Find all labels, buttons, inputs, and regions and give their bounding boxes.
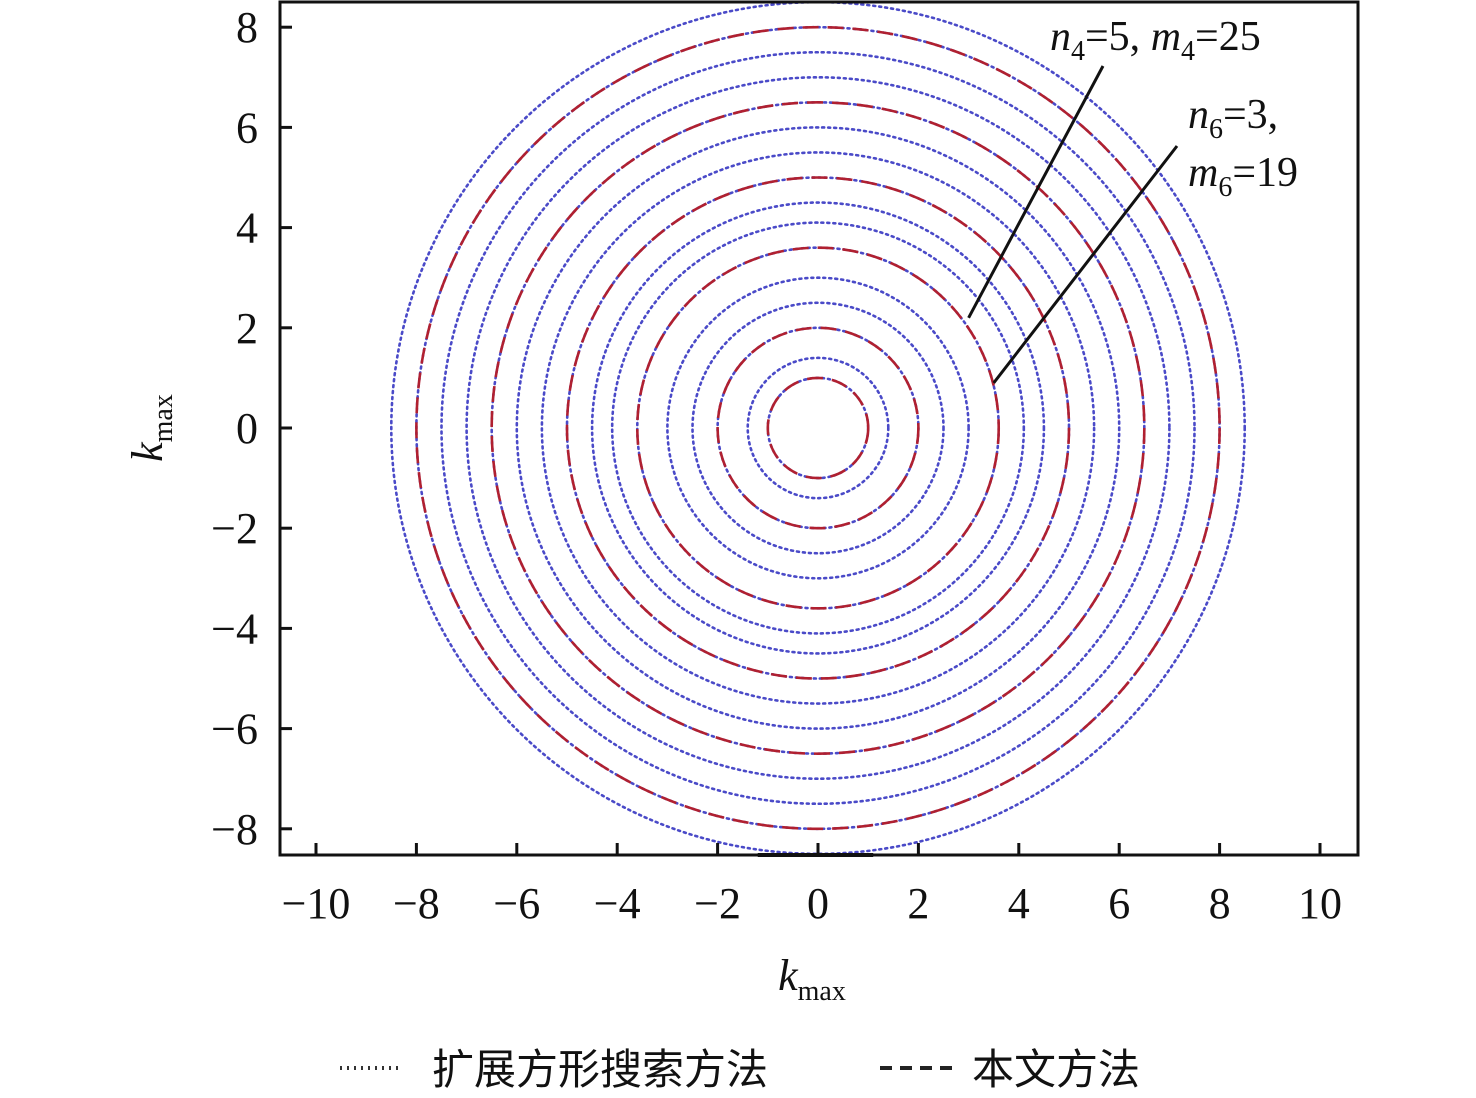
annotation-label-1: n6=3, — [1188, 92, 1278, 145]
legend-dashed-label: 本文方法 — [972, 1045, 1140, 1094]
dotted-circle-12 — [465, 75, 1171, 781]
dashed-circle-0 — [766, 376, 870, 480]
dotted-circle-8 — [565, 176, 1071, 680]
x-tick-label-2: −6 — [493, 879, 540, 928]
dotted-circle-3 — [691, 301, 945, 555]
y-tick-label-2: −4 — [211, 604, 258, 653]
x-tick-label-9: 8 — [1209, 879, 1231, 928]
y-tick-label-1: −6 — [211, 705, 258, 754]
x-ticks: −10 −8 −6 −4 −2 0 2 4 6 8 10 — [282, 843, 1342, 928]
series-dashed-circles — [415, 25, 1221, 831]
dotted-circle-15 — [390, 2, 1246, 855]
series-dotted-circles — [390, 2, 1246, 855]
dashed-circle-3 — [565, 176, 1071, 680]
x-tick-label-3: −4 — [594, 879, 641, 928]
dashed-circle-4 — [490, 101, 1146, 755]
dotted-circle-4 — [666, 276, 970, 580]
y-axis-label: kmax — [123, 394, 179, 462]
x-tick-label-8: 6 — [1108, 879, 1130, 928]
y-tick-label-8: 8 — [236, 3, 258, 52]
dashed-circle-1 — [716, 326, 920, 530]
dashed-circle-5 — [415, 25, 1221, 831]
x-tick-label-6: 2 — [907, 879, 929, 928]
y-ticks: −8 −6 −4 −2 0 2 4 6 8 — [211, 3, 292, 854]
dotted-circle-1 — [746, 356, 890, 500]
dotted-circle-6 — [610, 221, 1026, 635]
dashed-circle-2 — [635, 246, 1001, 610]
annotation-label-0: n4=5, m4=25 — [1050, 14, 1261, 67]
legend: 扩展方形搜索方法 本文方法 — [340, 1045, 1140, 1094]
dotted-circle-13 — [440, 50, 1196, 806]
x-tick-label-1: −8 — [393, 879, 440, 928]
annotation-leader-0 — [967, 65, 1105, 319]
y-tick-label-4: 0 — [236, 404, 258, 453]
dotted-circle-7 — [590, 201, 1046, 655]
annotation-leader-1 — [992, 145, 1179, 384]
x-tick-label-0: −10 — [282, 879, 351, 928]
dotted-circle-11 — [490, 101, 1146, 755]
x-axis-label: kmax — [778, 951, 846, 1007]
x-tick-label-10: 10 — [1298, 879, 1342, 928]
annotation-label-2: m6=19 — [1188, 150, 1298, 203]
dotted-circle-9 — [540, 151, 1096, 705]
y-tick-label-3: −2 — [211, 504, 258, 553]
y-tick-label-0: −8 — [211, 805, 258, 854]
y-tick-label-7: 6 — [236, 103, 258, 152]
x-tick-label-7: 4 — [1008, 879, 1030, 928]
y-tick-label-5: 2 — [236, 304, 258, 353]
x-tick-label-5: 0 — [807, 879, 829, 928]
legend-dotted-label: 扩展方形搜索方法 — [432, 1045, 768, 1094]
annotations: n4=5, m4=25 n6=3,m6=19 — [967, 14, 1298, 384]
y-tick-label-6: 4 — [236, 204, 258, 253]
dotted-circle-14 — [415, 25, 1221, 831]
dotted-circle-10 — [515, 126, 1121, 730]
x-tick-label-4: −2 — [694, 879, 741, 928]
